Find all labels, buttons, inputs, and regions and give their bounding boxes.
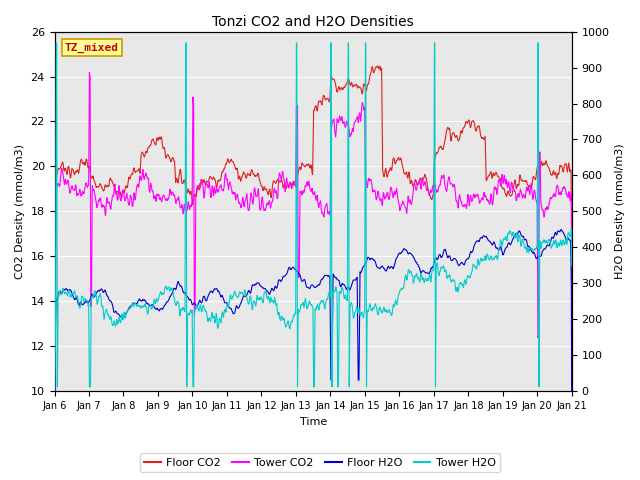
X-axis label: Time: Time	[300, 417, 327, 427]
Title: Tonzi CO2 and H2O Densities: Tonzi CO2 and H2O Densities	[212, 15, 414, 29]
Legend: Floor CO2, Tower CO2, Floor H2O, Tower H2O: Floor CO2, Tower CO2, Floor H2O, Tower H…	[140, 453, 500, 472]
Y-axis label: CO2 Density (mmol/m3): CO2 Density (mmol/m3)	[15, 144, 25, 279]
Text: TZ_mixed: TZ_mixed	[65, 42, 119, 53]
Y-axis label: H2O Density (mmol/m3): H2O Density (mmol/m3)	[615, 144, 625, 279]
